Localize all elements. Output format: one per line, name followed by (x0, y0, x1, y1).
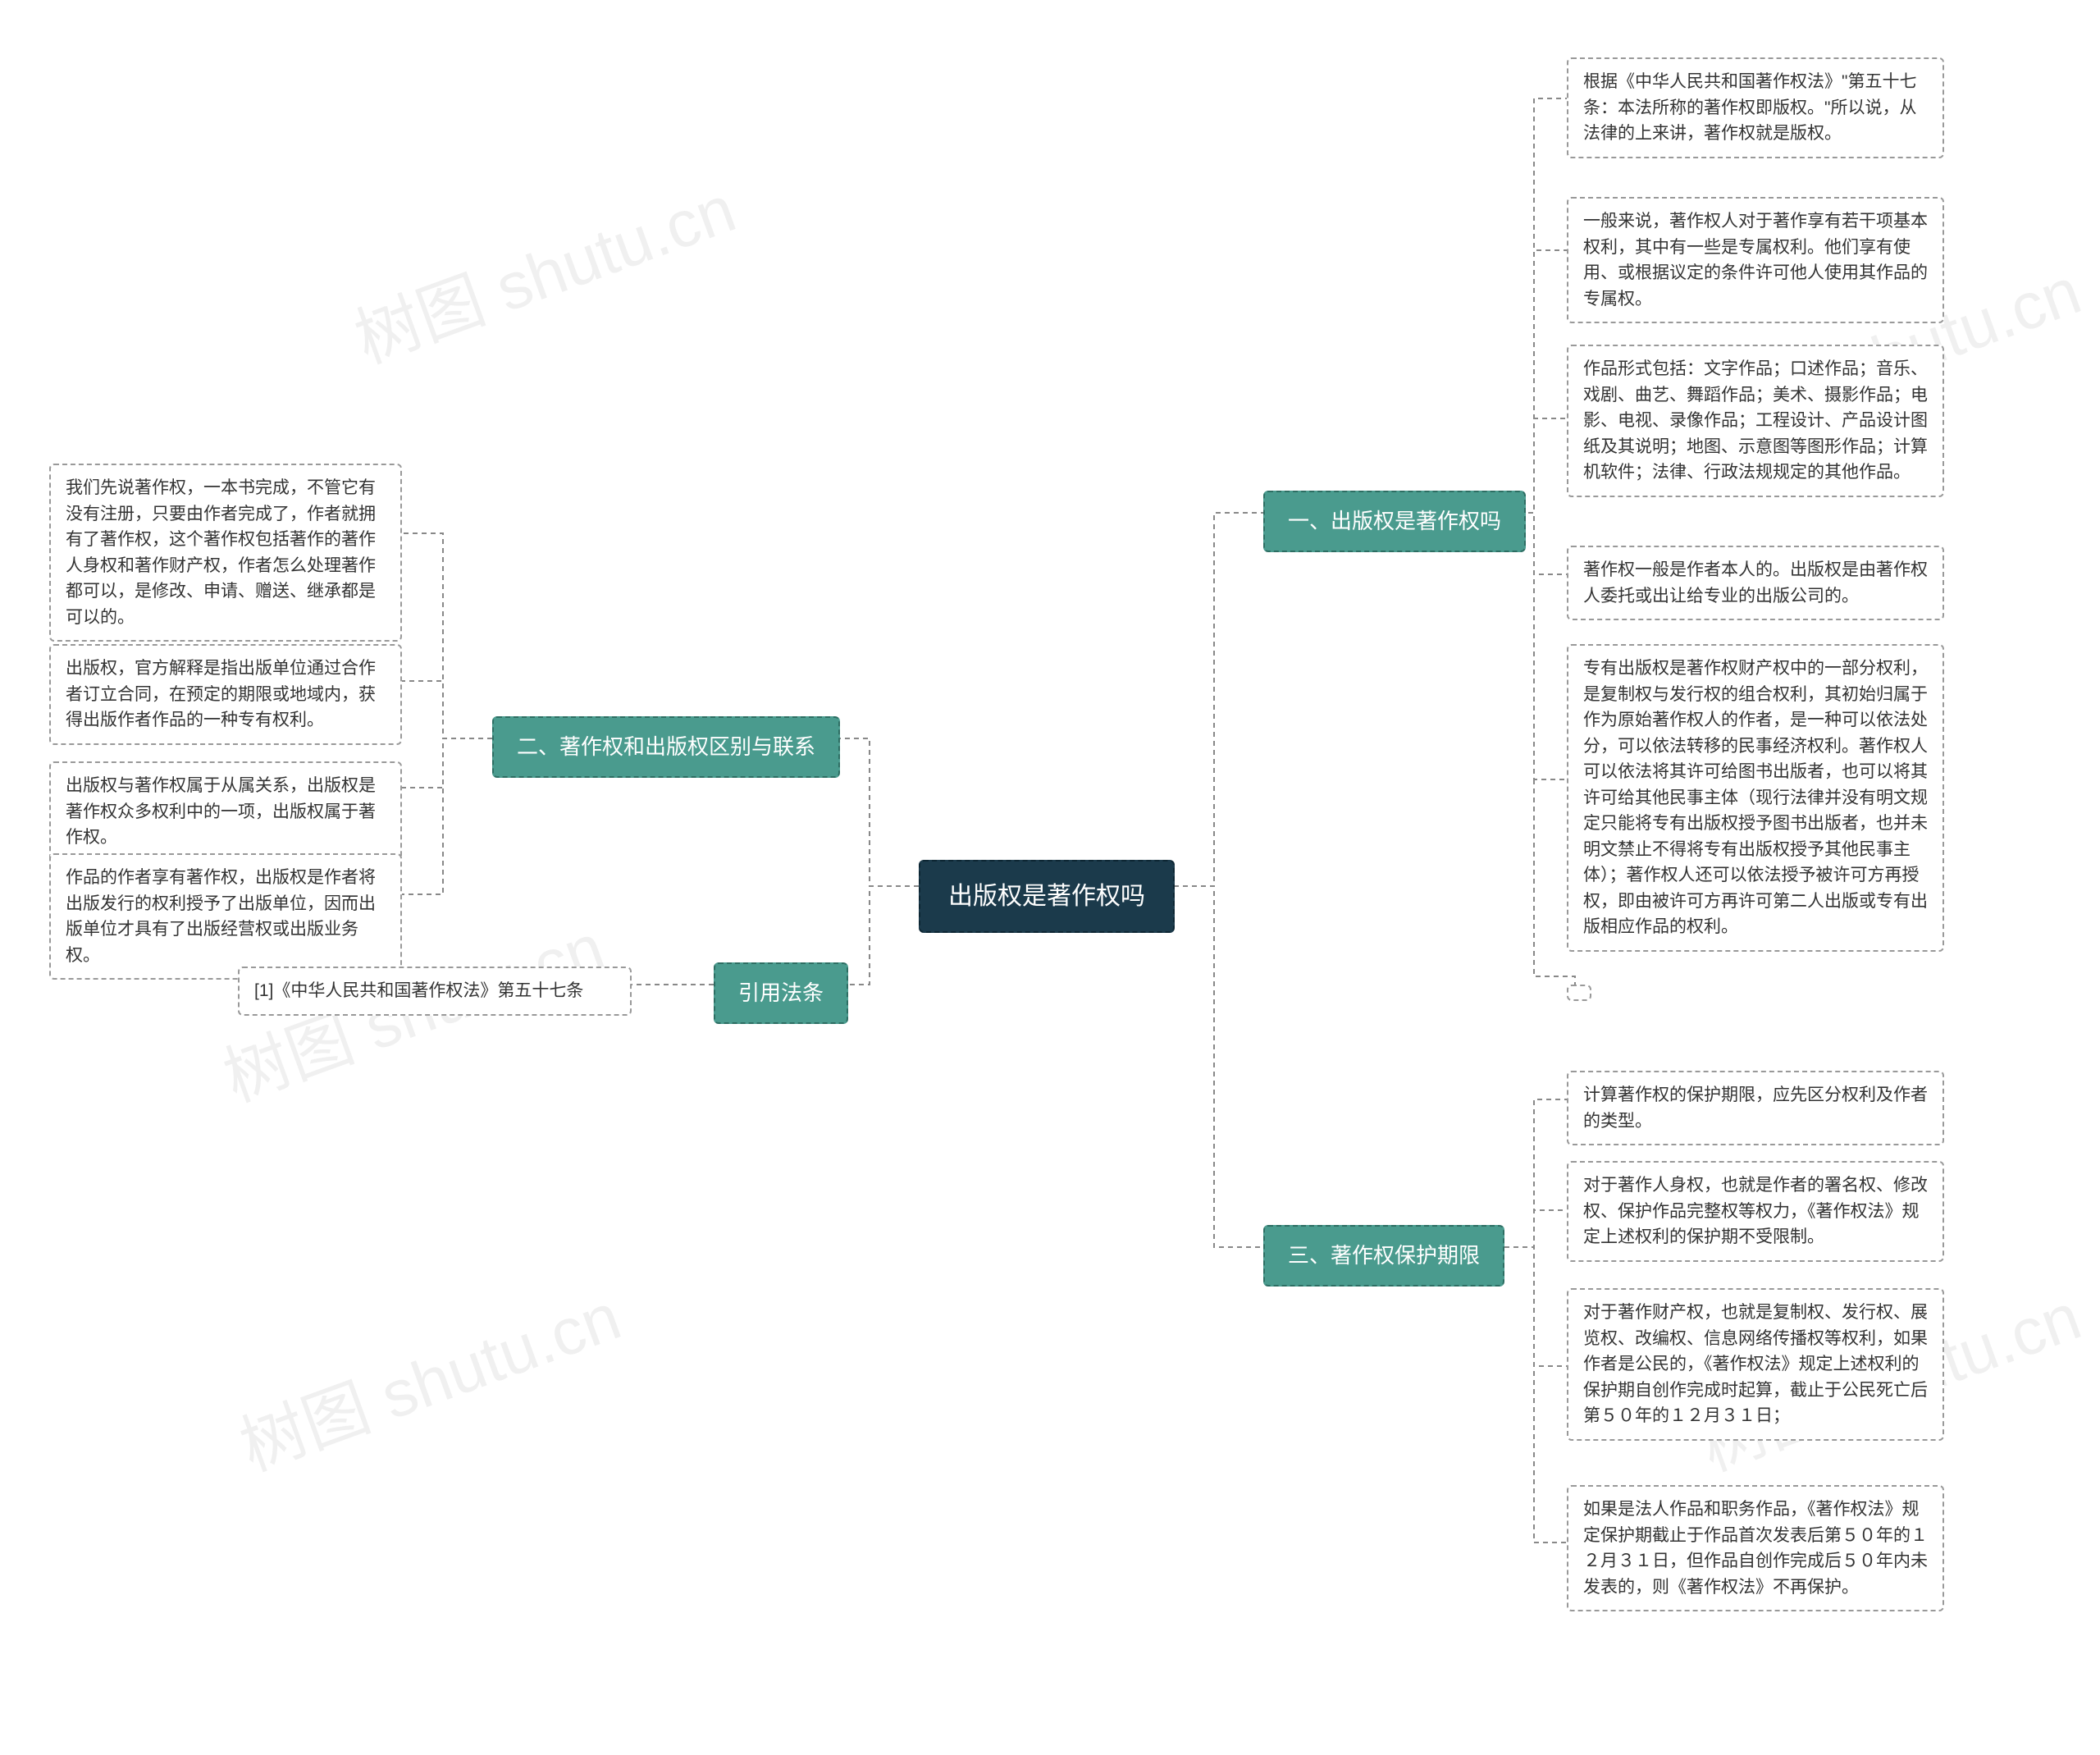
leaf-b1-3: 作品形式包括：文字作品；口述作品；音乐、戏剧、曲艺、舞蹈作品；美术、摄影作品；电… (1567, 345, 1944, 497)
leaf-b1-5: 专有出版权是著作权财产权中的一部分权利，是复制权与发行权的组合权利，其初始归属于… (1567, 644, 1944, 952)
branch-4: 引用法条 (714, 962, 848, 1024)
leaf-b2-2: 出版权，官方解释是指出版单位通过合作者订立合同，在预定的期限或地域内，获得出版作… (49, 644, 402, 745)
leaf-b3-1: 计算著作权的保护期限，应先区分权利及作者的类型。 (1567, 1071, 1944, 1145)
leaf-b1-spacer (1567, 985, 1591, 1001)
root-node: 出版权是著作权吗 (919, 860, 1175, 933)
leaf-b2-4: 作品的作者享有著作权，出版权是作者将出版发行的权利授予了出版单位，因而出版单位才… (49, 853, 402, 980)
leaf-b1-2: 一般来说，著作权人对于著作享有若干项基本权利，其中有一些是专属权利。他们享有使用… (1567, 197, 1944, 323)
leaf-b3-2: 对于著作人身权，也就是作者的署名权、修改权、保护作品完整权等权力，《著作权法》规… (1567, 1161, 1944, 1262)
leaf-b1-4: 著作权一般是作者本人的。出版权是由著作权人委托或出让给专业的出版公司的。 (1567, 546, 1944, 620)
leaf-b4-1: [1]《中华人民共和国著作权法》第五十七条 (238, 967, 632, 1016)
watermark: 树图 shutu.cn (340, 157, 746, 382)
leaf-b3-3: 对于著作财产权，也就是复制权、发行权、展览权、改编权、信息网络传播权等权利，如果… (1567, 1288, 1944, 1441)
leaf-b2-3: 出版权与著作权属于从属关系，出版权是著作权众多权利中的一项，出版权属于著作权。 (49, 761, 402, 862)
leaf-b2-1: 我们先说著作权，一本书完成，不管它有没有注册，只要由作者完成了，作者就拥有了著作… (49, 464, 402, 642)
branch-2: 二、著作权和出版权区别与联系 (492, 716, 840, 778)
branch-3: 三、著作权保护期限 (1263, 1225, 1504, 1287)
leaf-b1-1: 根据《中华人民共和国著作权法》"第五十七条：本法所称的著作权即版权。"所以说，从… (1567, 57, 1944, 158)
leaf-b3-4: 如果是法人作品和职务作品，《著作权法》规定保护期截止于作品首次发表后第５０年的１… (1567, 1485, 1944, 1611)
branch-1: 一、出版权是著作权吗 (1263, 491, 1526, 552)
watermark: 树图 shutu.cn (226, 1264, 632, 1490)
